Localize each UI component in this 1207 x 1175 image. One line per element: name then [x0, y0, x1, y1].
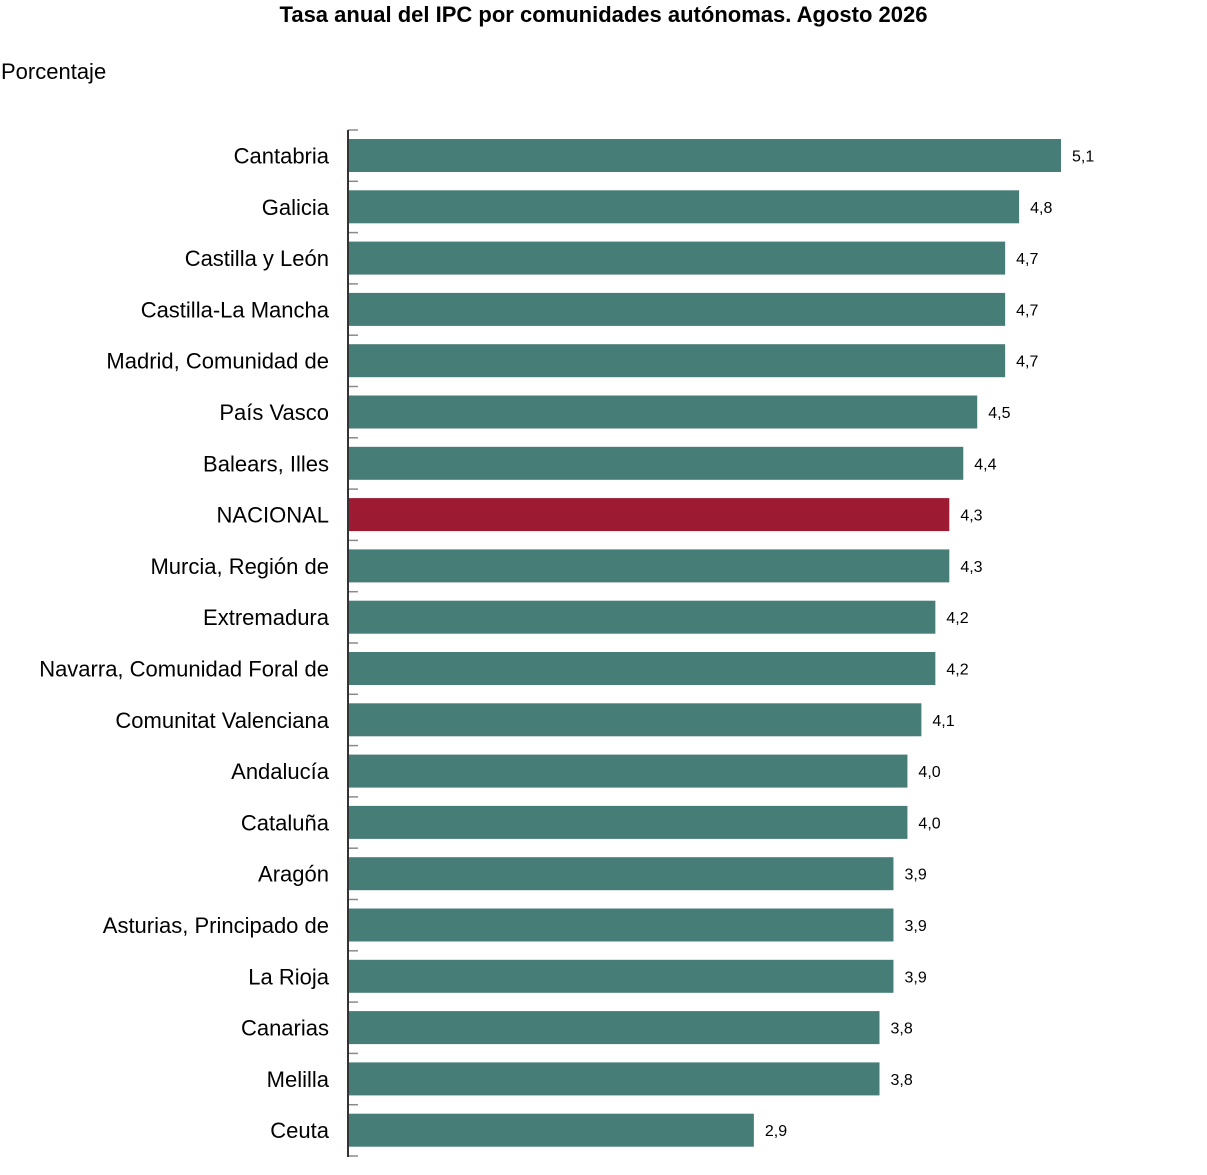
bar — [349, 1113, 754, 1147]
category-label: Canarias — [241, 1016, 329, 1041]
category-label: Comunitat Valenciana — [115, 708, 329, 733]
value-label: 4,4 — [974, 456, 996, 473]
category-label: Galicia — [262, 195, 330, 220]
value-label: 4,2 — [946, 662, 968, 679]
value-label: 2,9 — [765, 1123, 787, 1140]
bar — [349, 446, 964, 480]
chart-subtitle: Porcentaje — [1, 59, 107, 84]
bar — [349, 703, 922, 737]
bar-highlight — [349, 498, 950, 532]
bar — [349, 1062, 880, 1096]
bar — [349, 652, 936, 685]
category-label: Castilla-La Mancha — [141, 297, 330, 322]
category-label: Navarra, Comunidad Foral de — [39, 657, 329, 682]
category-label: Cantabria — [234, 144, 330, 169]
value-label: 3,9 — [904, 867, 926, 884]
bar — [349, 549, 950, 583]
value-label: 4,0 — [918, 815, 940, 832]
bar — [349, 395, 978, 429]
value-label: 3,8 — [891, 1072, 913, 1089]
bar — [349, 292, 1006, 326]
value-label: 3,8 — [891, 1021, 913, 1038]
bar — [349, 959, 894, 993]
category-label: Extremadura — [203, 605, 330, 630]
category-label: Asturias, Principado de — [103, 913, 329, 938]
value-label: 4,0 — [918, 764, 940, 781]
category-label: País Vasco — [219, 400, 329, 425]
category-label: Madrid, Comunidad de — [106, 349, 329, 374]
category-label: Castilla y León — [185, 246, 329, 271]
bar — [349, 754, 908, 788]
value-label: 4,1 — [932, 713, 954, 730]
category-label: Aragón — [258, 862, 329, 887]
value-label: 5,1 — [1072, 149, 1094, 166]
category-label: Balears, Illes — [203, 451, 329, 476]
bar — [349, 805, 908, 839]
category-label: Murcia, Región de — [150, 554, 329, 579]
value-label: 4,7 — [1016, 251, 1038, 268]
category-label: NACIONAL — [217, 503, 329, 528]
axis-ticks — [348, 129, 358, 1157]
bar — [349, 190, 1020, 224]
category-label: Ceuta — [270, 1118, 329, 1143]
category-labels: Cantabria Galicia Castilla y León Castilla-… — [39, 144, 330, 1144]
category-label: La Rioja — [248, 964, 329, 989]
value-label: 4,8 — [1030, 200, 1052, 217]
value-label: 4,5 — [988, 405, 1010, 422]
bar — [349, 600, 936, 634]
value-label: 3,9 — [904, 918, 926, 935]
category-label: Cataluña — [241, 810, 330, 835]
value-label: 4,3 — [960, 559, 982, 576]
bars — [349, 139, 1061, 1147]
value-label: 4,7 — [1016, 302, 1038, 319]
value-label: 4,2 — [946, 610, 968, 627]
bar — [349, 1011, 880, 1045]
category-label: Melilla — [267, 1067, 330, 1092]
category-label: Andalucía — [231, 759, 330, 784]
value-label: 3,9 — [904, 969, 926, 986]
bar — [349, 857, 894, 891]
value-labels: 5,1 4,8 4,7 4,7 4,7 4,5 4,4 4,3 4,3 4,2 4,2 4,1 4,0 4… — [765, 149, 1094, 1141]
bar — [349, 139, 1061, 172]
chart-title: Tasa anual del IPC por comunidades autón… — [279, 2, 928, 27]
value-label: 4,3 — [960, 508, 982, 525]
bar — [349, 241, 1006, 275]
bar — [349, 908, 894, 942]
value-label: 4,7 — [1016, 354, 1038, 371]
bar — [349, 344, 1006, 378]
